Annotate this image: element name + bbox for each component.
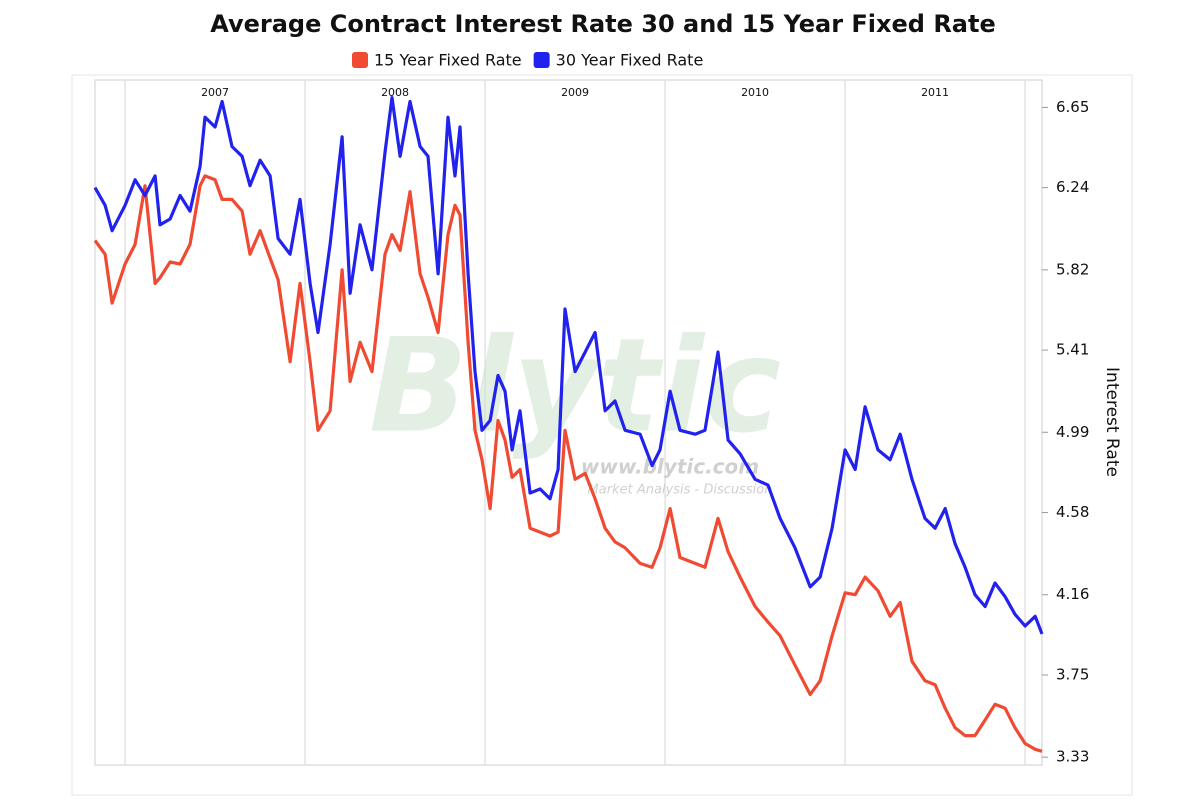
y-tick-label: 5.82	[1056, 260, 1089, 278]
watermark-tagline: Market Analysis - Discussion	[588, 483, 773, 498]
legend-label: 30 Year Fixed Rate	[556, 51, 704, 70]
y-tick-label: 4.16	[1056, 585, 1089, 603]
legend-swatch	[352, 52, 368, 68]
plot-area	[94, 79, 1043, 766]
y-tick-label: 3.33	[1056, 748, 1089, 766]
y-tick-label: 5.41	[1056, 341, 1089, 359]
watermark: Blytic www.blytic.com Market Analysis - …	[369, 310, 781, 498]
series-line	[93, 174, 1043, 753]
series-line	[93, 96, 1044, 635]
y-tick-label: 4.99	[1056, 423, 1089, 441]
x-tick-label: 2010	[741, 86, 769, 99]
y-tick-label: 6.24	[1056, 178, 1089, 196]
watermark-logo: Blytic	[369, 310, 781, 462]
x-tick-label: 2009	[561, 86, 589, 99]
y-tick-label: 6.65	[1056, 98, 1089, 116]
y-tick-label: 3.75	[1056, 665, 1089, 683]
legend-swatch	[533, 52, 550, 68]
chart-title: Average Contract Interest Rate 30 and 15…	[210, 10, 996, 38]
y-axis-label: Interest Rate	[1102, 367, 1122, 477]
x-tick-label: 2008	[381, 86, 409, 99]
watermark-url: www.blytic.com	[581, 455, 759, 479]
legend-label: 15 Year Fixed Rate	[374, 51, 522, 70]
x-tick-label: 2007	[201, 86, 229, 99]
x-tick-label: 2011	[921, 86, 949, 99]
y-tick-label: 4.58	[1056, 503, 1089, 521]
